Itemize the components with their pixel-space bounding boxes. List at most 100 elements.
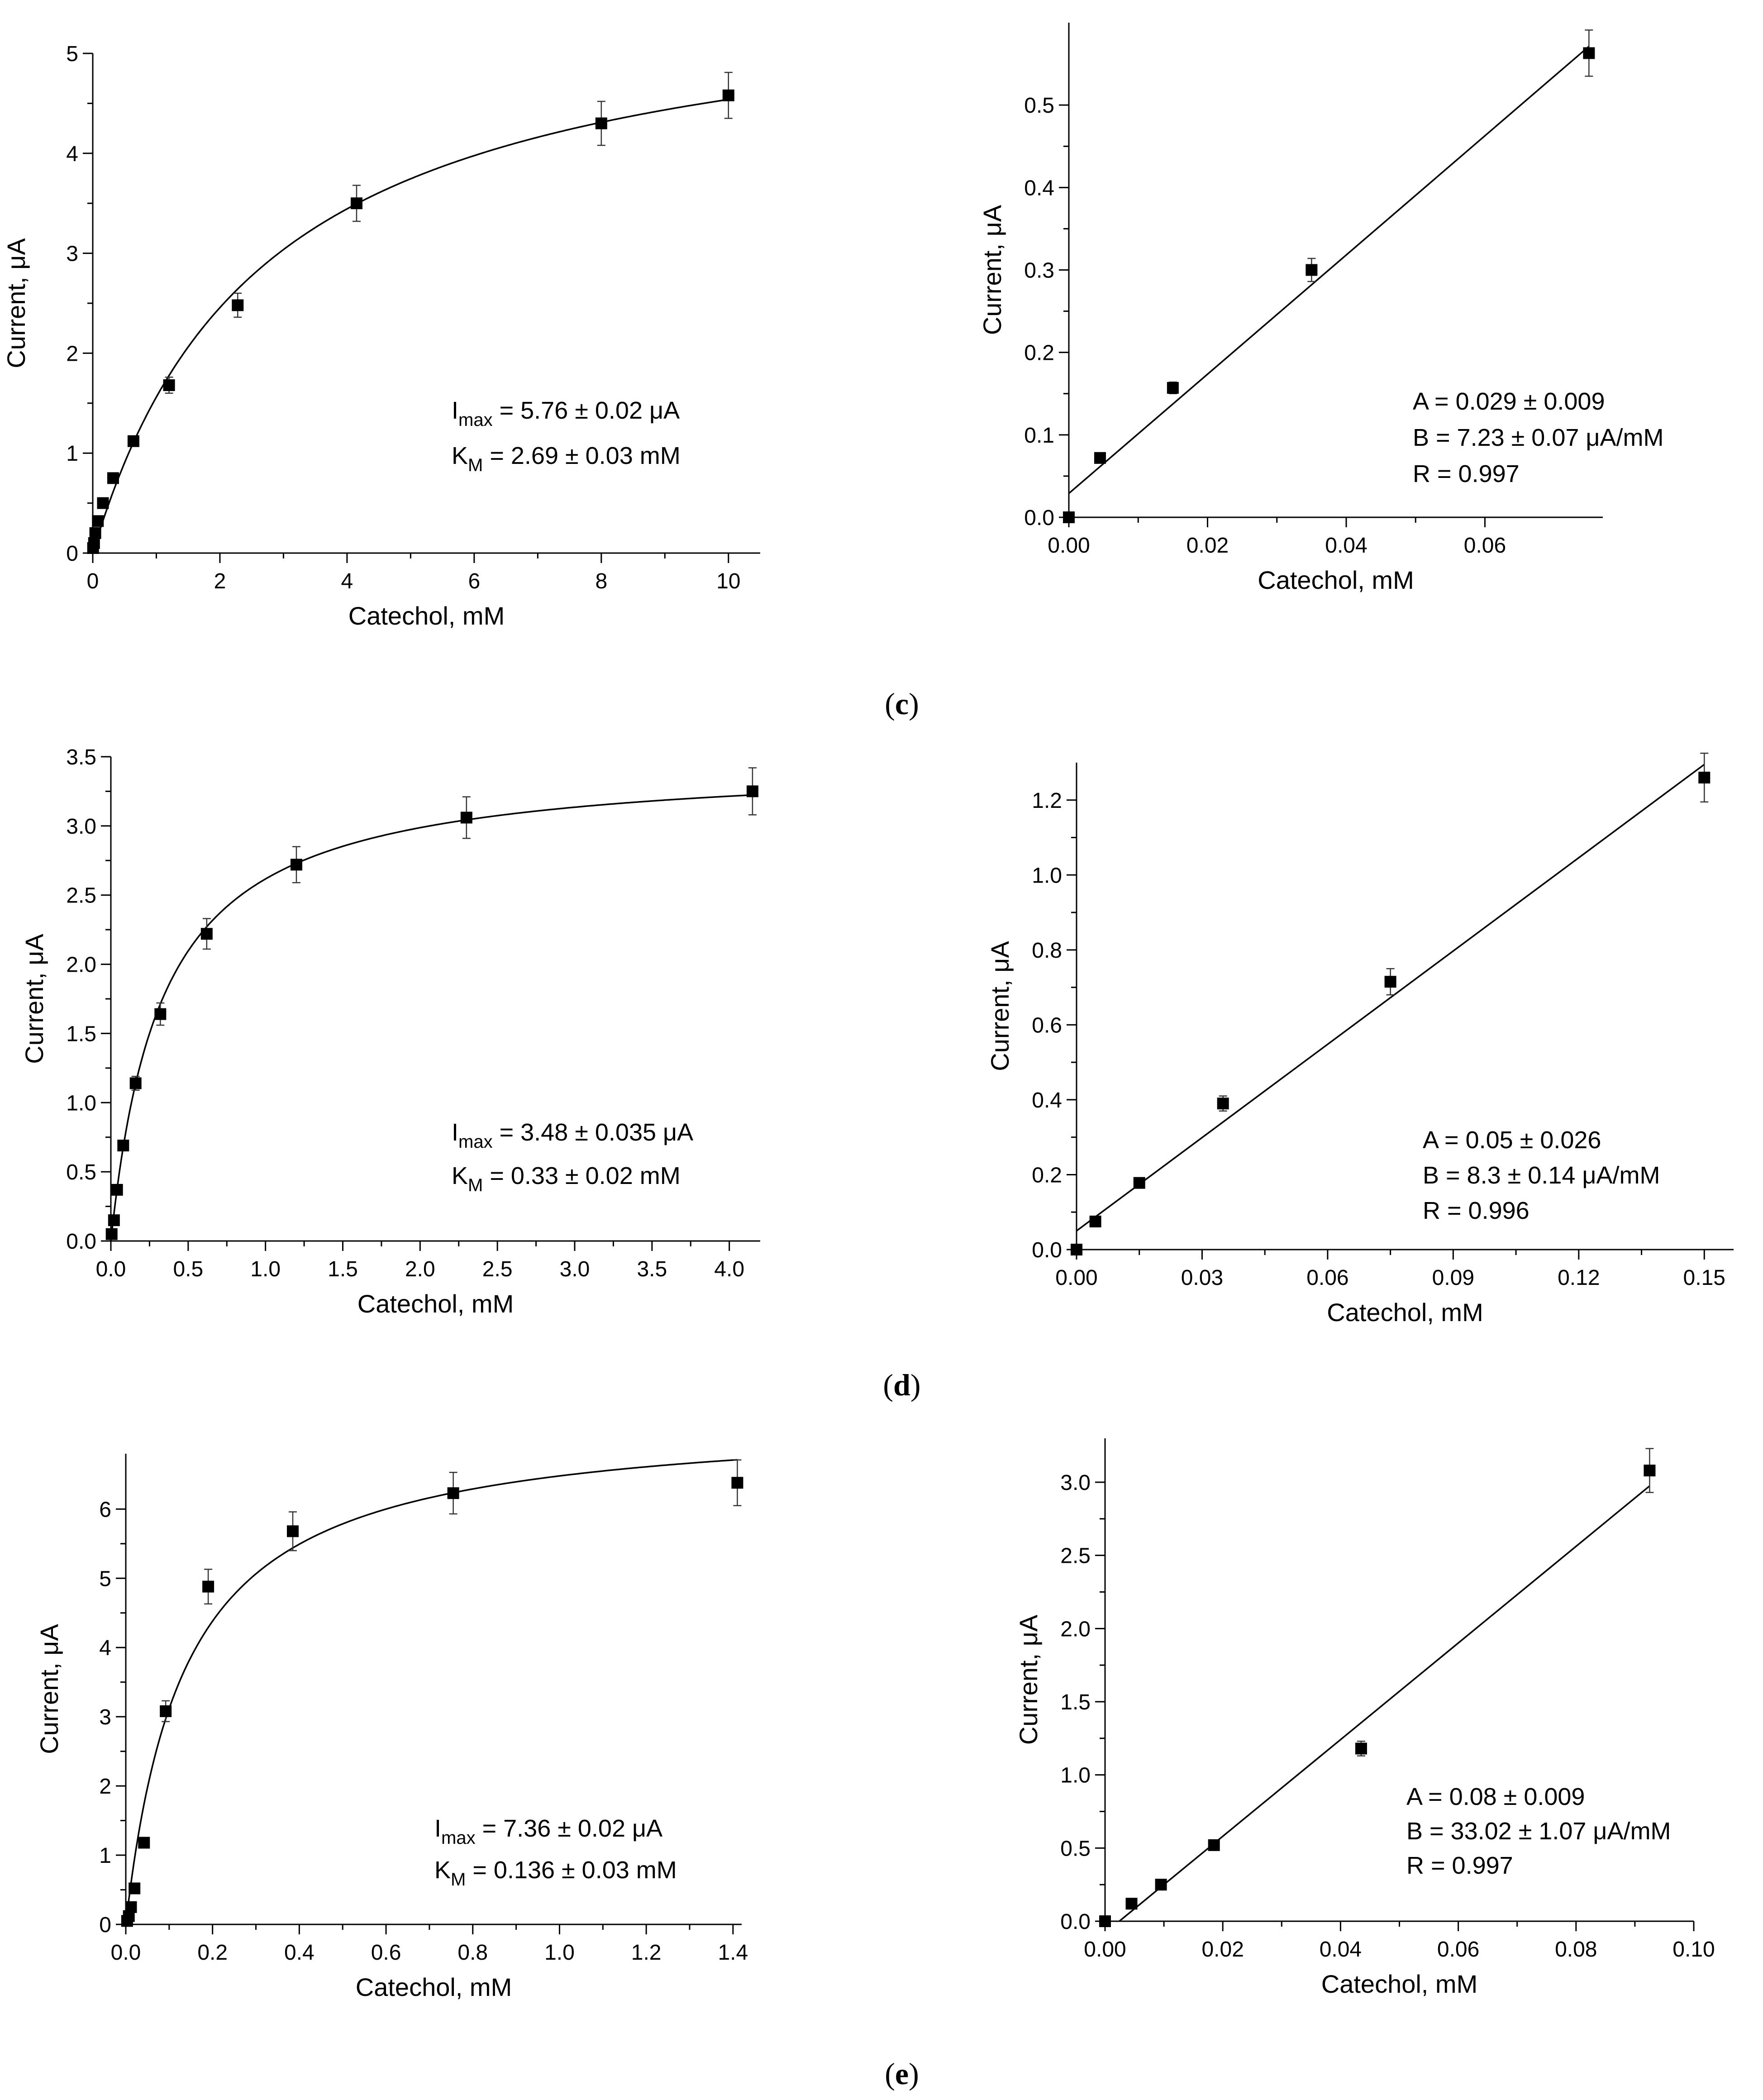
y-tick-label: 4 bbox=[99, 1636, 111, 1660]
y-axis-label: Current, μA bbox=[2, 238, 30, 368]
y-tick-label: 0.5 bbox=[66, 1160, 96, 1184]
x-tick-label: 0.4 bbox=[284, 1941, 314, 1965]
y-tick-label: 3 bbox=[99, 1705, 111, 1729]
fit-curve bbox=[1068, 46, 1590, 494]
data-point bbox=[1208, 1839, 1220, 1851]
panel-label-close: ) bbox=[909, 2057, 919, 2091]
annotation-main: R = 0.997 bbox=[1406, 1852, 1513, 1879]
data-point bbox=[129, 1077, 142, 1089]
data-point bbox=[88, 537, 100, 549]
y-tick-label: 2.0 bbox=[66, 953, 96, 977]
x-axis-label: Catechol, mM bbox=[356, 1973, 512, 2001]
x-tick-label: 0.5 bbox=[173, 1257, 203, 1281]
axes bbox=[116, 1454, 742, 1934]
x-tick-label: 8 bbox=[595, 569, 607, 593]
x-tick-label: 6 bbox=[468, 569, 481, 593]
x-tick-label: 0.0 bbox=[96, 1257, 126, 1281]
annotation-main: B = 8.3 ± 0.14 μA/mM bbox=[1423, 1162, 1660, 1189]
annotation-rest: = 0.136 ± 0.03 mM bbox=[466, 1857, 677, 1884]
y-axis-label: Current, μA bbox=[1014, 1614, 1043, 1745]
annotation-rest: = 5.76 ± 0.02 μA bbox=[493, 397, 680, 424]
data-point bbox=[160, 1705, 172, 1717]
annotation-main: R = 0.996 bbox=[1423, 1197, 1530, 1224]
annotation-line: R = 0.997 bbox=[1413, 460, 1520, 487]
annotation-line: B = 7.23 ± 0.07 μA/mM bbox=[1413, 424, 1664, 451]
annotation-line: KM = 0.33 ± 0.02 mM bbox=[452, 1162, 681, 1195]
annotation-rest: = 0.33 ± 0.02 mM bbox=[483, 1162, 680, 1189]
y-tick-label: 0.5 bbox=[1024, 94, 1054, 118]
chart-d-right: 0.00 0.03 0.06 0.09 0.12 0.15 0.0 0.2 0.4 0.6 0.8 1… bbox=[986, 753, 1734, 1327]
data-point bbox=[108, 1214, 120, 1227]
y-tick-label: 1 bbox=[99, 1844, 111, 1868]
data-point bbox=[97, 497, 109, 509]
y-tick-label: 0.0 bbox=[66, 1230, 96, 1254]
panel-label-letter: c bbox=[895, 687, 909, 721]
x-tick-label: 1.0 bbox=[250, 1257, 281, 1281]
x-tick-label: 10 bbox=[716, 569, 740, 593]
x-tick-label: 0.06 bbox=[1306, 1266, 1348, 1290]
y-tick-label: 0.1 bbox=[1024, 424, 1054, 448]
x-tick-label: 0.09 bbox=[1432, 1266, 1474, 1290]
panel-label-open: ( bbox=[883, 1368, 893, 1402]
panel-label-letter: d bbox=[893, 1368, 910, 1402]
data-point bbox=[127, 435, 139, 447]
data-point bbox=[1099, 1915, 1111, 1927]
x-tick-label: 2.5 bbox=[482, 1257, 513, 1281]
y-tick-label: 0 bbox=[99, 1913, 111, 1937]
y-axis-label: Current, μA bbox=[35, 1624, 63, 1754]
annotation-main: I bbox=[452, 397, 458, 424]
axes bbox=[1067, 763, 1734, 1260]
x-tick-label: 3.5 bbox=[637, 1257, 667, 1281]
y-tick-label: 1.5 bbox=[66, 1022, 96, 1046]
fit-curve bbox=[1076, 764, 1705, 1232]
y-tick-label: 0.2 bbox=[1024, 341, 1054, 365]
x-tick-label: 0.0 bbox=[111, 1941, 141, 1965]
axes bbox=[83, 52, 760, 563]
annotation-line: Imax = 7.36 ± 0.02 μA bbox=[434, 1815, 662, 1848]
y-tick-label: 0.5 bbox=[1060, 1837, 1091, 1861]
data-point bbox=[125, 1901, 137, 1913]
x-axis-label: Catechol, mM bbox=[1258, 566, 1414, 594]
annotation-main: A = 0.05 ± 0.026 bbox=[1423, 1126, 1601, 1154]
annotation-main: B = 33.02 ± 1.07 μA/mM bbox=[1406, 1818, 1671, 1845]
annotation-main: I bbox=[434, 1815, 441, 1842]
annotation-rest: = 2.69 ± 0.03 mM bbox=[483, 442, 680, 469]
fit-curve bbox=[92, 99, 729, 554]
x-tick-label: 0.2 bbox=[197, 1941, 228, 1965]
annotation-line: A = 0.08 ± 0.009 bbox=[1406, 1783, 1585, 1810]
x-tick-label: 0.15 bbox=[1683, 1266, 1725, 1290]
data-point bbox=[1583, 47, 1595, 59]
data-point bbox=[111, 1184, 123, 1196]
annotation-main: B = 7.23 ± 0.07 μA/mM bbox=[1413, 424, 1664, 451]
data-point bbox=[1698, 772, 1711, 784]
data-point bbox=[1306, 264, 1318, 276]
data-point bbox=[722, 89, 734, 101]
y-tick-label: 2.5 bbox=[66, 884, 96, 908]
chart-e-left: 0.0 0.2 0.4 0.6 0.8 1.0 1.2 1.4 0 1 2 3 4 5 6 Catechol,… bbox=[35, 1454, 748, 2001]
panel-label: (d) bbox=[883, 1368, 920, 1402]
y-tick-label: 0.4 bbox=[1024, 176, 1054, 200]
y-tick-label: 3 bbox=[66, 242, 78, 266]
data-point bbox=[1384, 976, 1396, 988]
data-point bbox=[460, 811, 472, 824]
x-tick-label: 0.06 bbox=[1464, 534, 1506, 558]
annotation-line: R = 0.996 bbox=[1423, 1197, 1530, 1224]
x-tick-label: 0.00 bbox=[1084, 1938, 1126, 1962]
panel-label-close: ) bbox=[910, 1368, 921, 1402]
data-point bbox=[200, 928, 213, 940]
annotation-subscript: M bbox=[468, 455, 483, 475]
axes bbox=[1059, 23, 1603, 527]
fit-curve bbox=[125, 1459, 738, 1925]
y-tick-label: 5 bbox=[99, 1567, 111, 1591]
chart-c-right: 0.00 0.02 0.04 0.06 0.0 0.1 0.2 0.3 0.4 0.5 Catech… bbox=[978, 23, 1664, 594]
y-tick-label: 1.2 bbox=[1032, 789, 1062, 813]
annotation-subscript: max bbox=[441, 1828, 476, 1848]
data-point bbox=[117, 1140, 129, 1152]
x-tick-label: 1.0 bbox=[544, 1941, 575, 1965]
annotation-line: A = 0.029 ± 0.009 bbox=[1413, 388, 1605, 415]
x-tick-label: 1.4 bbox=[718, 1941, 748, 1965]
panel-label: (e) bbox=[885, 2057, 919, 2091]
y-tick-label: 0.0 bbox=[1032, 1238, 1062, 1262]
data-point bbox=[291, 859, 302, 871]
y-tick-label: 1.0 bbox=[66, 1091, 96, 1115]
